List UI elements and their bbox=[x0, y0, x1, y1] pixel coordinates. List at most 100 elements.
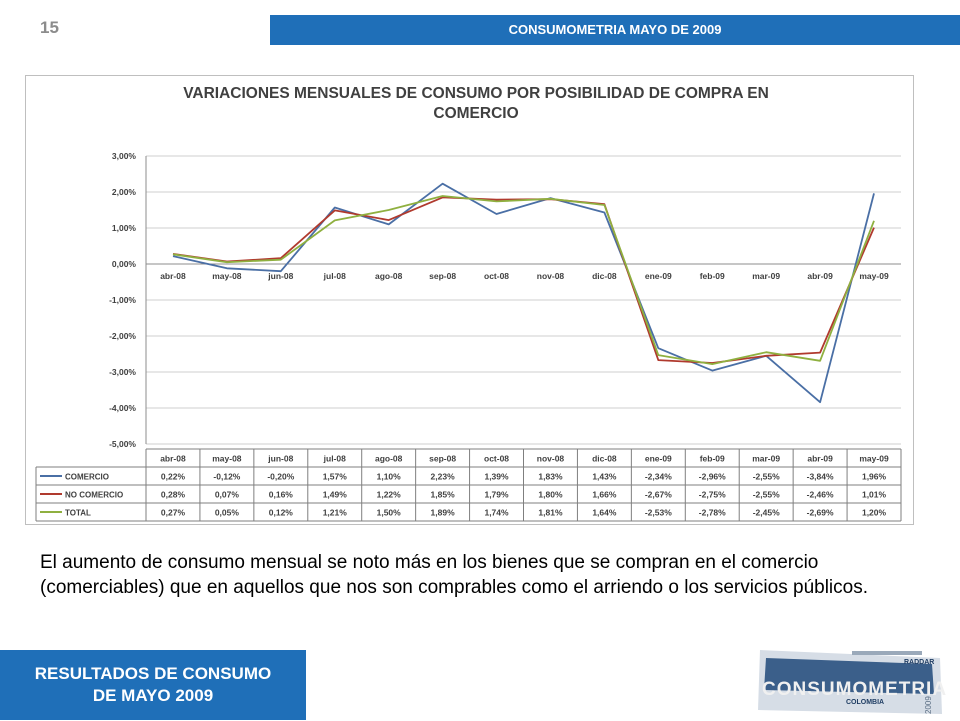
footer-section-label: RESULTADOS DE CONSUMO DE MAYO 2009 bbox=[0, 650, 306, 720]
table-value-cell: 1,85% bbox=[431, 490, 456, 500]
legend-label: NO COMERCIO bbox=[65, 491, 123, 500]
data-table: abr-08 may-08 jun-08 jul-08 ago-08 sep-08 oct-… bbox=[35, 448, 902, 522]
table-value-cell: -2,55% bbox=[753, 472, 780, 482]
chart-title-line2: COMERCIO bbox=[433, 105, 519, 122]
page-number: 15 bbox=[40, 18, 59, 37]
x-tick-label: feb-09 bbox=[700, 271, 725, 281]
table-header-cell: ago-08 bbox=[375, 454, 403, 464]
x-tick-label: ene-09 bbox=[645, 271, 672, 281]
chart-title: VARIACIONES MENSUALES DE CONSUMO POR POS… bbox=[116, 84, 836, 124]
x-tick-label: nov-08 bbox=[537, 271, 565, 281]
table-value-cell: -2,46% bbox=[807, 490, 834, 500]
y-tick-label: -1,00% bbox=[109, 295, 136, 305]
table-value-cell: 0,27% bbox=[161, 508, 186, 518]
header-banner-title: CONSUMOMETRIA MAYO DE 2009 bbox=[508, 22, 722, 37]
table-value-cell: -3,84% bbox=[807, 472, 834, 482]
table-header-cell: dic-08 bbox=[592, 454, 617, 464]
table-value-cell: 1,01% bbox=[862, 490, 887, 500]
x-tick-label: dic-08 bbox=[592, 271, 617, 281]
series-line-2 bbox=[172, 195, 875, 366]
table-value-cell: 0,22% bbox=[161, 472, 186, 482]
table-value-cell: 1,49% bbox=[323, 490, 348, 500]
logo-sub-text: COLOMBIA bbox=[846, 699, 884, 706]
table-value-cell: 1,22% bbox=[377, 490, 402, 500]
table-header-cell: sep-08 bbox=[429, 454, 456, 464]
gridlines bbox=[145, 155, 901, 445]
table-value-cell: 1,96% bbox=[862, 472, 887, 482]
consumometria-logo: RADDAR CONSUMOMETRIA COLOMBIA 2009 bbox=[756, 648, 946, 716]
x-tick-label: abr-09 bbox=[807, 271, 833, 281]
y-tick-label: 0,00% bbox=[112, 259, 137, 269]
y-tick-label: 2,00% bbox=[112, 187, 137, 197]
table-value-cell: -2,78% bbox=[699, 508, 726, 518]
x-tick-label: sep-08 bbox=[429, 271, 456, 281]
table-value-cell: 0,07% bbox=[215, 490, 240, 500]
table-value-cell: 1,83% bbox=[538, 472, 563, 482]
table-header-cell: abr-08 bbox=[160, 454, 186, 464]
table-value-cell: -2,69% bbox=[807, 508, 834, 518]
table-value-cell: 1,89% bbox=[431, 508, 456, 518]
y-axis-ticks: 3,00% 2,00% 1,00% 0,00% -1,00% -2,00% -3,00% -4… bbox=[109, 151, 136, 449]
x-tick-label: may-08 bbox=[212, 271, 242, 281]
logo-graphic: RADDAR CONSUMOMETRIA COLOMBIA 2009 bbox=[758, 650, 946, 714]
table-value-cell: 1,64% bbox=[592, 508, 617, 518]
table-value-cell: 1,20% bbox=[862, 508, 887, 518]
series-line-0 bbox=[172, 182, 875, 404]
x-tick-label: ago-08 bbox=[375, 271, 403, 281]
series-lines bbox=[172, 182, 875, 404]
table-value-cell: 1,21% bbox=[323, 508, 348, 518]
x-tick-label: abr-08 bbox=[160, 271, 186, 281]
logo-brand-text: RADDAR bbox=[904, 659, 934, 666]
table-value-cell: 1,50% bbox=[377, 508, 402, 518]
table-value-cell: 0,28% bbox=[161, 490, 186, 500]
line-chart: 3,00% 2,00% 1,00% 0,00% -1,00% -2,00% -3,00% -4… bbox=[35, 151, 902, 522]
table-value-cell: 0,12% bbox=[269, 508, 294, 518]
chart-frame: VARIACIONES MENSUALES DE CONSUMO POR POS… bbox=[25, 75, 914, 525]
y-tick-label: 3,00% bbox=[112, 151, 137, 161]
table-value-cell: 1,81% bbox=[538, 508, 563, 518]
x-axis-ticks: abr-08 may-08 jun-08 jul-08 ago-08 sep-08 oct-… bbox=[160, 271, 889, 281]
x-tick-label: oct-08 bbox=[484, 271, 509, 281]
x-tick-label: jul-08 bbox=[323, 271, 346, 281]
table-value-cell: 1,74% bbox=[484, 508, 509, 518]
table-value-cell: 1,66% bbox=[592, 490, 617, 500]
table-header-cell: jun-08 bbox=[267, 454, 293, 464]
y-tick-label: -2,00% bbox=[109, 331, 136, 341]
table-value-cell: -2,34% bbox=[645, 472, 672, 482]
table-header-cell: nov-08 bbox=[537, 454, 565, 464]
description-text: El aumento de consumo mensual se noto má… bbox=[40, 552, 868, 598]
table-header-cell: may-09 bbox=[859, 454, 889, 464]
x-tick-label: may-09 bbox=[859, 271, 889, 281]
table-value-cell: 1,39% bbox=[484, 472, 509, 482]
header-banner: CONSUMOMETRIA MAYO DE 2009 bbox=[270, 15, 960, 45]
footer-line1: RESULTADOS DE CONSUMO bbox=[34, 664, 272, 683]
table-header-cell: abr-09 bbox=[807, 454, 833, 464]
table-header-cell: oct-08 bbox=[484, 454, 509, 464]
x-tick-label: jun-08 bbox=[267, 271, 293, 281]
table-value-cell: 2,23% bbox=[431, 472, 456, 482]
table-value-cell: -2,67% bbox=[645, 490, 672, 500]
logo-year-text: 2009 bbox=[924, 696, 933, 714]
legend-label: COMERCIO bbox=[65, 473, 109, 482]
x-tick-label: mar-09 bbox=[752, 271, 780, 281]
table-value-cell: -2,55% bbox=[753, 490, 780, 500]
table-value-cell: 1,79% bbox=[484, 490, 509, 500]
y-tick-label: -4,00% bbox=[109, 403, 136, 413]
y-tick-label: -5,00% bbox=[109, 439, 136, 449]
footer-line2: DE MAYO 2009 bbox=[92, 686, 214, 705]
y-tick-label: -3,00% bbox=[109, 367, 136, 377]
table-value-cell: -0,12% bbox=[213, 472, 240, 482]
table-value-cell: 1,57% bbox=[323, 472, 348, 482]
table-value-cell: 1,10% bbox=[377, 472, 402, 482]
table-value-cell: -0,20% bbox=[267, 472, 294, 482]
chart-title-line1: VARIACIONES MENSUALES DE CONSUMO POR POS… bbox=[183, 85, 769, 102]
legend-label: TOTAL bbox=[65, 509, 91, 518]
table-header-cell: jul-08 bbox=[323, 454, 346, 464]
logo-main-text: CONSUMOMETRIA bbox=[762, 679, 946, 700]
table-value-cell: -2,53% bbox=[645, 508, 672, 518]
y-tick-label: 1,00% bbox=[112, 223, 137, 233]
table-header-cell: may-08 bbox=[212, 454, 242, 464]
table-value-cell: -2,45% bbox=[753, 508, 780, 518]
table-header-cell: mar-09 bbox=[752, 454, 780, 464]
table-value-cell: 1,80% bbox=[538, 490, 563, 500]
